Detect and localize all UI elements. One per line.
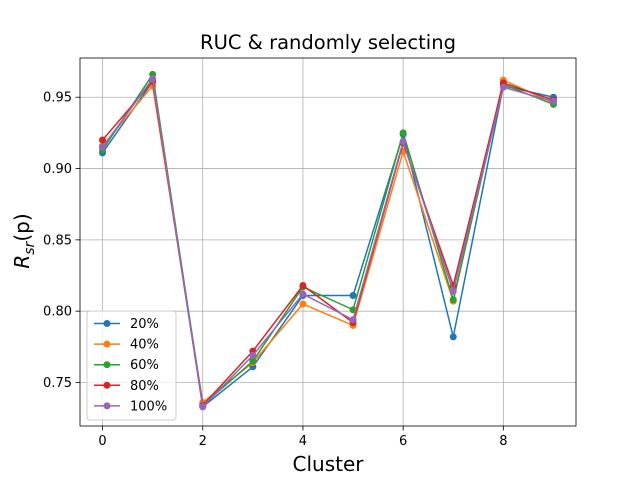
y-tick-label: 0.95: [43, 91, 72, 106]
legend-label: 20%: [130, 317, 159, 332]
y-tick-label: 0.85: [43, 233, 72, 248]
data-point: [549, 98, 557, 106]
legend-swatch-marker: [103, 340, 111, 348]
y-tick-label: 0.75: [43, 376, 72, 391]
data-point: [399, 137, 407, 145]
y-tick-label: 0.80: [43, 305, 72, 320]
x-tick-label: 0: [98, 434, 106, 449]
legend-box: [86, 310, 177, 421]
data-point: [299, 300, 307, 308]
y-tick-label: 0.90: [43, 162, 72, 177]
x-tick-label: 4: [299, 434, 307, 449]
legend-swatch-marker: [103, 381, 111, 389]
x-tick-label: 8: [499, 434, 507, 449]
data-point: [249, 357, 257, 365]
legend-label: 100%: [130, 399, 167, 414]
series-line: [101, 77, 555, 408]
legend-swatch-marker: [103, 361, 111, 369]
x-axis-label: Cluster: [293, 452, 365, 476]
legend-swatch-marker: [103, 402, 111, 410]
data-point: [499, 83, 507, 91]
y-axis-label-main: R: [10, 255, 34, 269]
data-point: [99, 136, 107, 144]
data-point: [149, 75, 157, 83]
x-tick-label: 2: [199, 434, 207, 449]
data-point: [249, 351, 257, 359]
data-point: [349, 316, 357, 324]
x-tick-label: 6: [399, 434, 407, 449]
data-point: [449, 287, 457, 295]
data-point: [299, 282, 307, 290]
axes-frame: [79, 57, 577, 427]
legend-swatch-marker: [103, 320, 111, 327]
legend-label: 60%: [130, 358, 159, 373]
data-point: [99, 143, 107, 151]
legend: 20% 40% 60% 80% 100%: [86, 310, 177, 421]
data-point: [299, 290, 307, 298]
chart-title: RUC & randomly selecting: [200, 31, 456, 54]
legend-label: 40%: [130, 338, 159, 353]
y-axis-label: Rsr(p): [10, 213, 38, 268]
y-axis-label-rest: (p): [10, 213, 34, 241]
data-point: [349, 291, 357, 299]
legend-label: 80%: [130, 379, 159, 394]
data-point: [449, 333, 457, 341]
data-point: [199, 403, 207, 411]
data-point: [449, 296, 457, 304]
y-axis-label-sub: sr: [22, 240, 38, 254]
data-point: [399, 129, 407, 137]
